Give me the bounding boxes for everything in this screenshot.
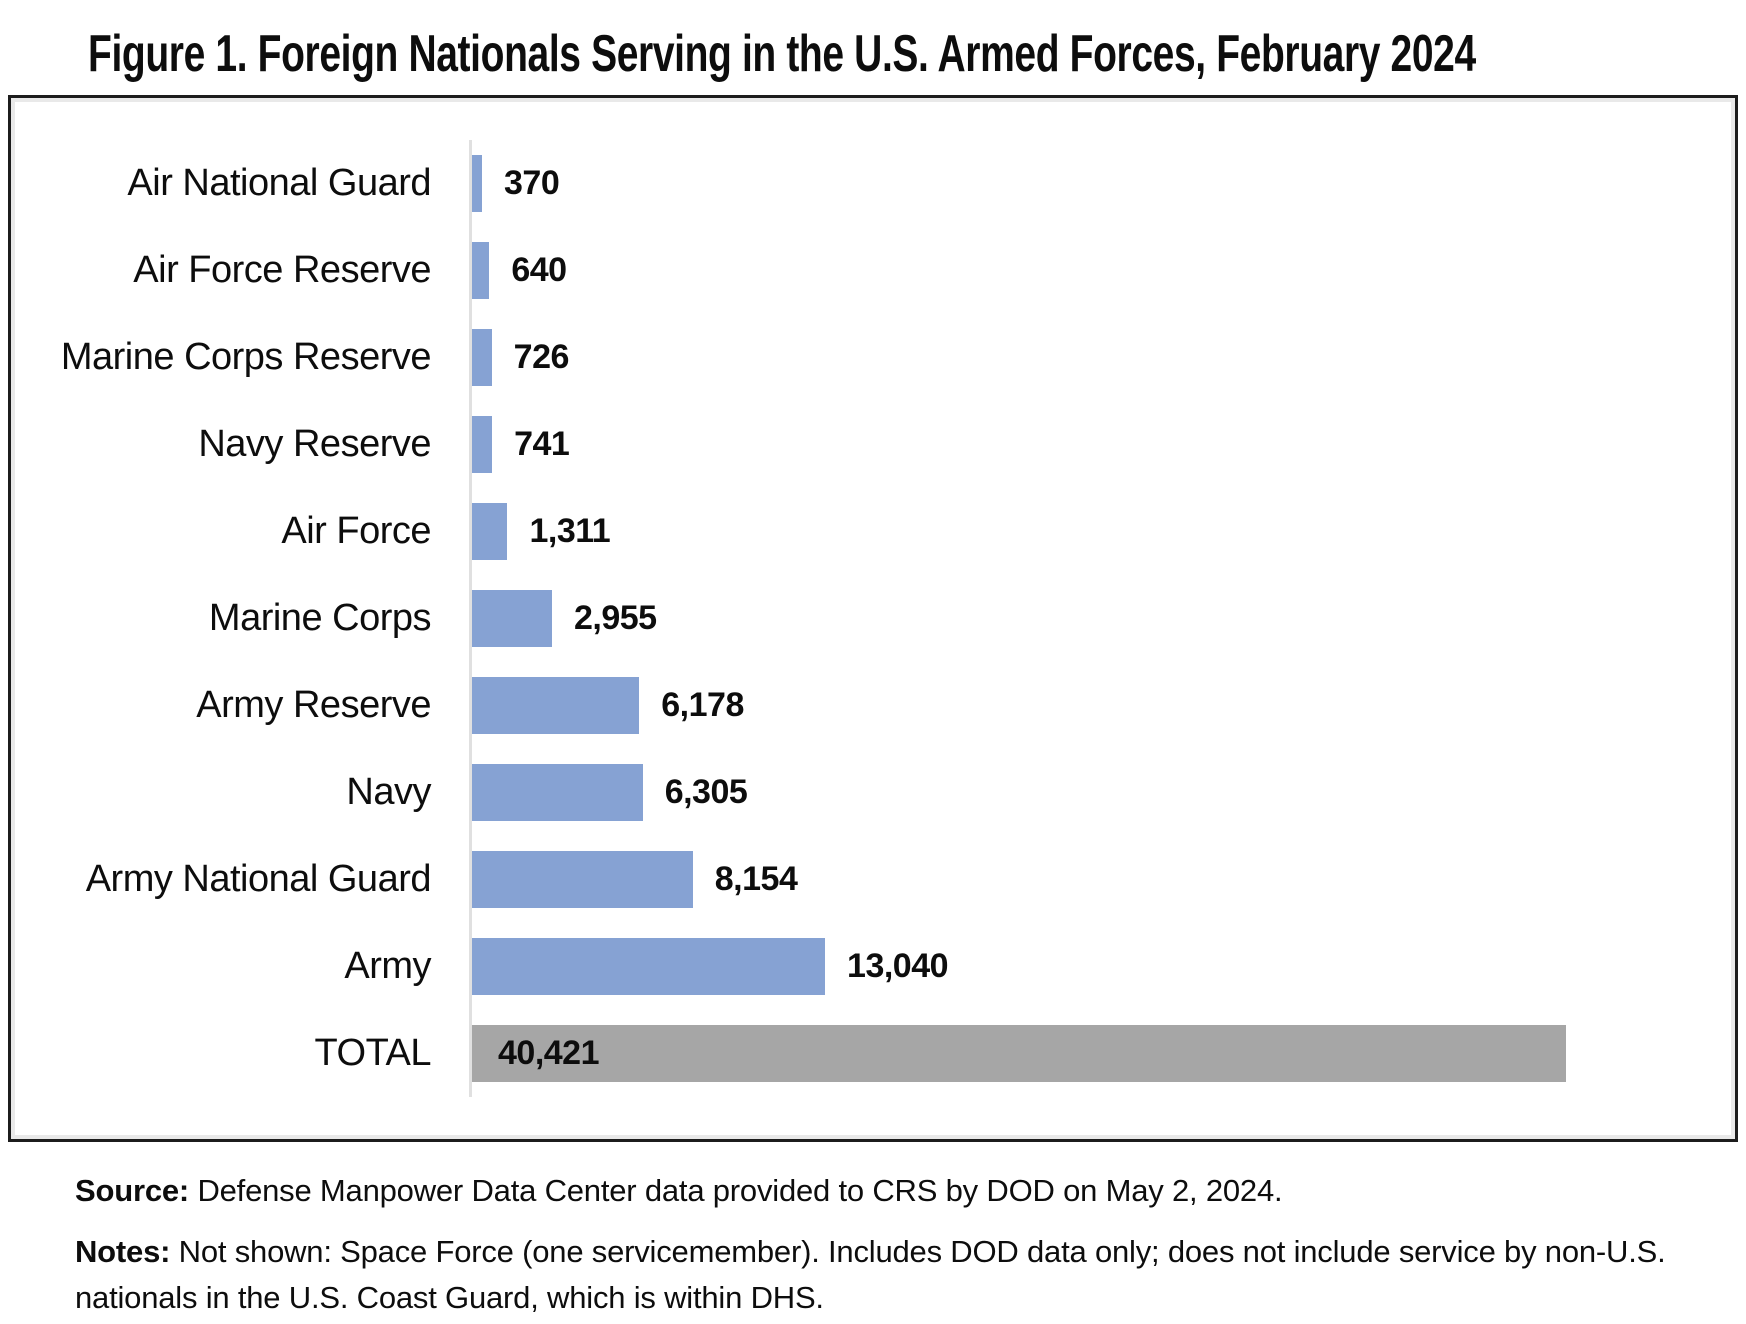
bar-row-air-force-reserve: Air Force Reserve 640 — [15, 227, 1731, 314]
category-label-air-national-guard: Air National Guard — [127, 162, 431, 204]
category-label-navy-reserve: Navy Reserve — [198, 423, 431, 465]
value-label-marine-corps-reserve: 726 — [513, 338, 570, 376]
value-label-air-national-guard: 370 — [504, 164, 560, 202]
value-label-navy-reserve: 741 — [514, 425, 570, 463]
category-label-air-force: Air Force — [281, 510, 431, 552]
category-label-army-reserve: Army Reserve — [196, 684, 431, 726]
category-label-navy: Navy — [346, 771, 431, 813]
bar-air-national-guard — [472, 155, 483, 212]
notes-label: Notes: — [75, 1233, 171, 1269]
notes-text: Not shown: Space Force (one servicemembe… — [75, 1233, 1666, 1315]
category-label-army: Army — [344, 945, 431, 987]
bar-row-army-national-guard: Army National Guard 8,154 — [15, 836, 1731, 923]
source-text: Defense Manpower Data Center data provid… — [189, 1173, 1283, 1208]
category-label-army-national-guard: Army National Guard — [85, 858, 432, 900]
bar-marine-corps — [472, 590, 552, 647]
value-label-army-reserve: 6,178 — [661, 686, 744, 724]
bar-air-force-reserve — [472, 242, 490, 299]
bar-track-air-national-guard: 370 — [469, 140, 1731, 227]
bar-track-total: 40,421 — [469, 1010, 1731, 1097]
bar-navy-reserve — [472, 416, 493, 473]
category-label-marine-corps: Marine Corps — [208, 597, 432, 639]
bar-row-total: TOTAL 40,421 — [15, 1010, 1731, 1097]
bar-row-air-force: Air Force 1,311 — [15, 488, 1731, 575]
value-label-army-national-guard: 8,154 — [714, 860, 798, 898]
bar-row-navy-reserve: Navy Reserve 741 — [15, 401, 1731, 488]
figure-title: Figure 1. Foreign Nationals Serving in t… — [88, 24, 1746, 84]
bar-army — [472, 938, 826, 995]
chart-plot-area: Air National Guard 370 Air Force Reserve 64… — [15, 102, 1731, 1097]
bar-track-marine-corps-reserve: 726 — [469, 314, 1731, 401]
figure-footer: Source: Defense Manpower Data Center dat… — [75, 1168, 1685, 1324]
bar-air-force — [472, 503, 508, 560]
bar-army-reserve — [472, 677, 640, 734]
bar-track-navy-reserve: 741 — [469, 401, 1731, 488]
bar-navy — [472, 764, 643, 821]
bar-chart: Air National Guard 370 Air Force Reserve 64… — [8, 95, 1738, 1142]
bar-row-air-national-guard: Air National Guard 370 — [15, 140, 1731, 227]
value-label-air-force: 1,311 — [529, 512, 611, 550]
bar-track-marine-corps: 2,955 — [469, 575, 1731, 662]
bar-row-army: Army 13,040 — [15, 923, 1731, 1010]
value-label-marine-corps: 2,955 — [574, 599, 657, 637]
bar-marine-corps-reserve — [472, 329, 492, 386]
bar-track-army-reserve: 6,178 — [469, 662, 1731, 749]
bar-row-marine-corps: Marine Corps 2,955 — [15, 575, 1731, 662]
value-label-total: 40,421 — [498, 1034, 600, 1072]
category-label-air-force-reserve: Air Force Reserve — [133, 249, 431, 291]
value-label-air-force-reserve: 640 — [511, 251, 567, 289]
value-label-navy: 6,305 — [664, 773, 748, 811]
bar-total — [472, 1025, 1567, 1082]
source-label: Source: — [75, 1173, 190, 1208]
notes-note: Notes: Not shown: Space Force (one servi… — [75, 1229, 1685, 1321]
figure-title-text: Figure 1. Foreign Nationals Serving in t… — [88, 25, 1476, 83]
bar-track-navy: 6,305 — [469, 749, 1731, 836]
bar-row-navy: Navy 6,305 — [15, 749, 1731, 836]
bar-track-army-national-guard: 8,154 — [469, 836, 1731, 923]
category-label-total: TOTAL — [314, 1032, 432, 1074]
value-label-army: 13,040 — [847, 947, 949, 985]
bar-track-army: 13,040 — [469, 923, 1731, 1010]
bar-track-air-force-reserve: 640 — [469, 227, 1731, 314]
bar-row-army-reserve: Army Reserve 6,178 — [15, 662, 1731, 749]
bar-army-national-guard — [472, 851, 693, 908]
bar-row-marine-corps-reserve: Marine Corps Reserve 726 — [15, 314, 1731, 401]
bar-track-air-force: 1,311 — [469, 488, 1731, 575]
category-label-marine-corps-reserve: Marine Corps Reserve — [60, 336, 432, 378]
source-note: Source: Defense Manpower Data Center dat… — [75, 1168, 1685, 1214]
